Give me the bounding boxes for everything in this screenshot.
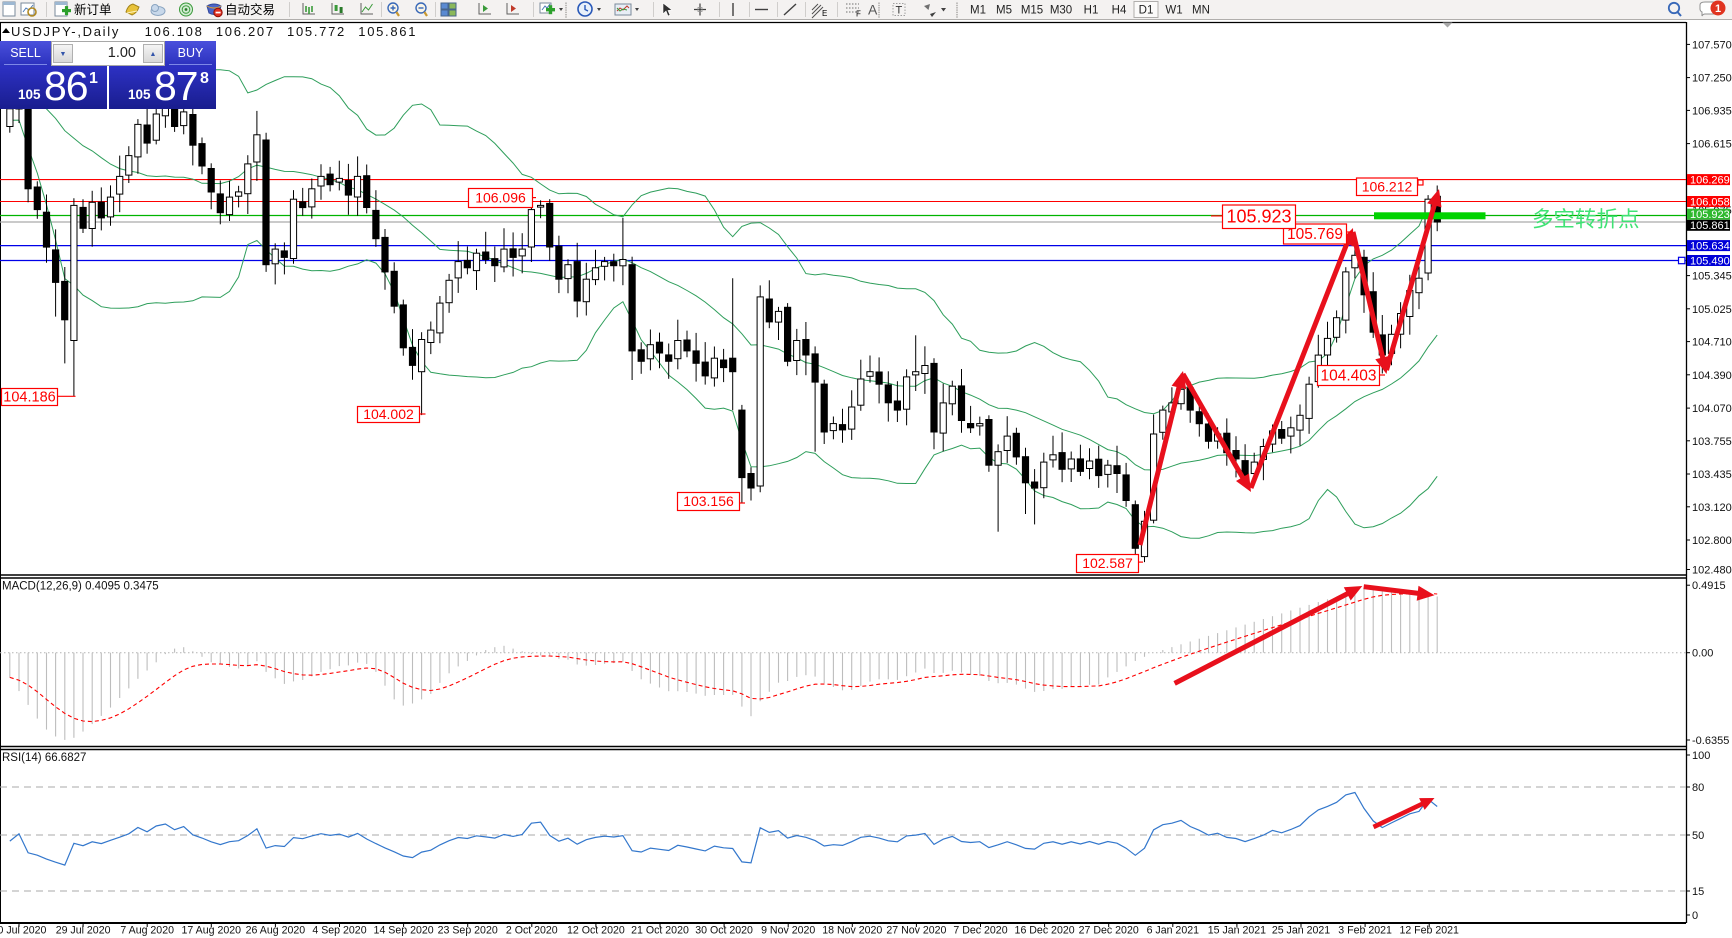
svg-text:102.800: 102.800 — [1692, 535, 1732, 547]
svg-text:15: 15 — [1692, 886, 1704, 898]
svg-text:105.769: 105.769 — [1287, 226, 1343, 243]
svg-text:T: T — [896, 5, 903, 17]
svg-text:104.186: 104.186 — [3, 390, 55, 406]
svg-text:M5: M5 — [996, 5, 1012, 17]
svg-text:30 Oct 2020: 30 Oct 2020 — [695, 925, 753, 937]
svg-text:23 Sep 2020: 23 Sep 2020 — [438, 925, 498, 937]
svg-text:多空转折点: 多空转折点 — [1532, 208, 1640, 232]
svg-text:7 Aug 2020: 7 Aug 2020 — [120, 925, 174, 937]
svg-text:RSI(14) 66.6827: RSI(14) 66.6827 — [2, 752, 86, 764]
svg-text:103.755: 103.755 — [1692, 436, 1732, 448]
svg-text:MACD(12,26,9) 0.4095 0.3475: MACD(12,26,9) 0.4095 0.3475 — [2, 581, 159, 593]
svg-text:29 Jul 2020: 29 Jul 2020 — [56, 925, 111, 937]
svg-text:100: 100 — [1692, 750, 1710, 762]
svg-text:18 Nov 2020: 18 Nov 2020 — [822, 925, 882, 937]
svg-text:M1: M1 — [970, 5, 986, 17]
svg-text:新订单: 新订单 — [74, 2, 112, 17]
svg-text:102.480: 102.480 — [1692, 565, 1732, 577]
svg-text:MN: MN — [1192, 5, 1210, 17]
svg-text:27 Nov 2020: 27 Nov 2020 — [886, 925, 946, 937]
svg-text:2 Oct 2020: 2 Oct 2020 — [506, 925, 558, 937]
svg-text:4 Sep 2020: 4 Sep 2020 — [312, 925, 366, 937]
svg-text:20 Jul 2020: 20 Jul 2020 — [0, 925, 46, 937]
svg-text:105.025: 105.025 — [1692, 304, 1732, 316]
svg-text:25 Jan 2021: 25 Jan 2021 — [1272, 925, 1330, 937]
svg-text:E: E — [822, 9, 827, 18]
svg-text:3 Feb 2021: 3 Feb 2021 — [1338, 925, 1392, 937]
svg-text:105.490: 105.490 — [1690, 255, 1730, 267]
svg-text:A: A — [868, 2, 878, 18]
svg-text:H1: H1 — [1084, 5, 1099, 17]
svg-text:106.935: 106.935 — [1692, 105, 1732, 117]
svg-text:0: 0 — [1692, 910, 1698, 922]
svg-text:27 Dec 2020: 27 Dec 2020 — [1079, 925, 1139, 937]
svg-text:104.002: 104.002 — [363, 406, 414, 422]
svg-text:104.070: 104.070 — [1692, 403, 1732, 415]
svg-text:1: 1 — [1715, 3, 1721, 15]
svg-text:50: 50 — [1692, 830, 1704, 842]
svg-text:105.861: 105.861 — [1690, 220, 1730, 232]
svg-text:102.587: 102.587 — [1082, 555, 1133, 571]
svg-text:103.435: 103.435 — [1692, 469, 1732, 481]
svg-text:W1: W1 — [1165, 5, 1182, 17]
svg-text:17 Aug 2020: 17 Aug 2020 — [182, 925, 242, 937]
svg-text:F: F — [856, 10, 861, 19]
svg-text:105.345: 105.345 — [1692, 271, 1732, 283]
svg-text:106.615: 106.615 — [1692, 139, 1732, 151]
svg-text:M15: M15 — [1021, 5, 1043, 17]
svg-text:自动交易: 自动交易 — [225, 2, 275, 17]
svg-text:105.634: 105.634 — [1690, 240, 1730, 252]
svg-text:6 Jan 2021: 6 Jan 2021 — [1147, 925, 1200, 937]
svg-text:15 Jan 2021: 15 Jan 2021 — [1208, 925, 1266, 937]
svg-text:103.156: 103.156 — [683, 493, 734, 509]
svg-text:80: 80 — [1692, 782, 1704, 794]
svg-text:D1: D1 — [1139, 5, 1154, 17]
svg-text:16 Dec 2020: 16 Dec 2020 — [1015, 925, 1075, 937]
svg-text:7 Dec 2020: 7 Dec 2020 — [953, 925, 1007, 937]
svg-text:107.250: 107.250 — [1692, 73, 1732, 85]
svg-text:26 Aug 2020: 26 Aug 2020 — [246, 925, 306, 937]
svg-text:104.710: 104.710 — [1692, 337, 1732, 349]
svg-text:H4: H4 — [1112, 5, 1127, 17]
svg-text:21 Oct 2020: 21 Oct 2020 — [631, 925, 689, 937]
svg-text:9 Nov 2020: 9 Nov 2020 — [761, 925, 815, 937]
svg-text:M30: M30 — [1050, 5, 1072, 17]
svg-text:103.120: 103.120 — [1692, 502, 1732, 514]
svg-text:106.058: 106.058 — [1690, 196, 1730, 208]
svg-text:0.4915: 0.4915 — [1692, 580, 1726, 592]
svg-text:106.269: 106.269 — [1690, 174, 1730, 186]
svg-text:0.00: 0.00 — [1692, 648, 1713, 660]
svg-text:104.390: 104.390 — [1692, 370, 1732, 382]
svg-text:14 Sep 2020: 14 Sep 2020 — [374, 925, 434, 937]
svg-text:12 Oct 2020: 12 Oct 2020 — [567, 925, 625, 937]
svg-text:105.923: 105.923 — [1226, 207, 1291, 227]
svg-text:107.570: 107.570 — [1692, 39, 1732, 51]
svg-text:-0.6355: -0.6355 — [1692, 735, 1729, 747]
svg-text:106.096: 106.096 — [475, 190, 526, 206]
svg-text:106.212: 106.212 — [1362, 178, 1413, 194]
svg-text:104.403: 104.403 — [1320, 368, 1376, 385]
svg-text:105.923: 105.923 — [1690, 209, 1730, 221]
svg-text:12 Feb 2021: 12 Feb 2021 — [1399, 925, 1459, 937]
